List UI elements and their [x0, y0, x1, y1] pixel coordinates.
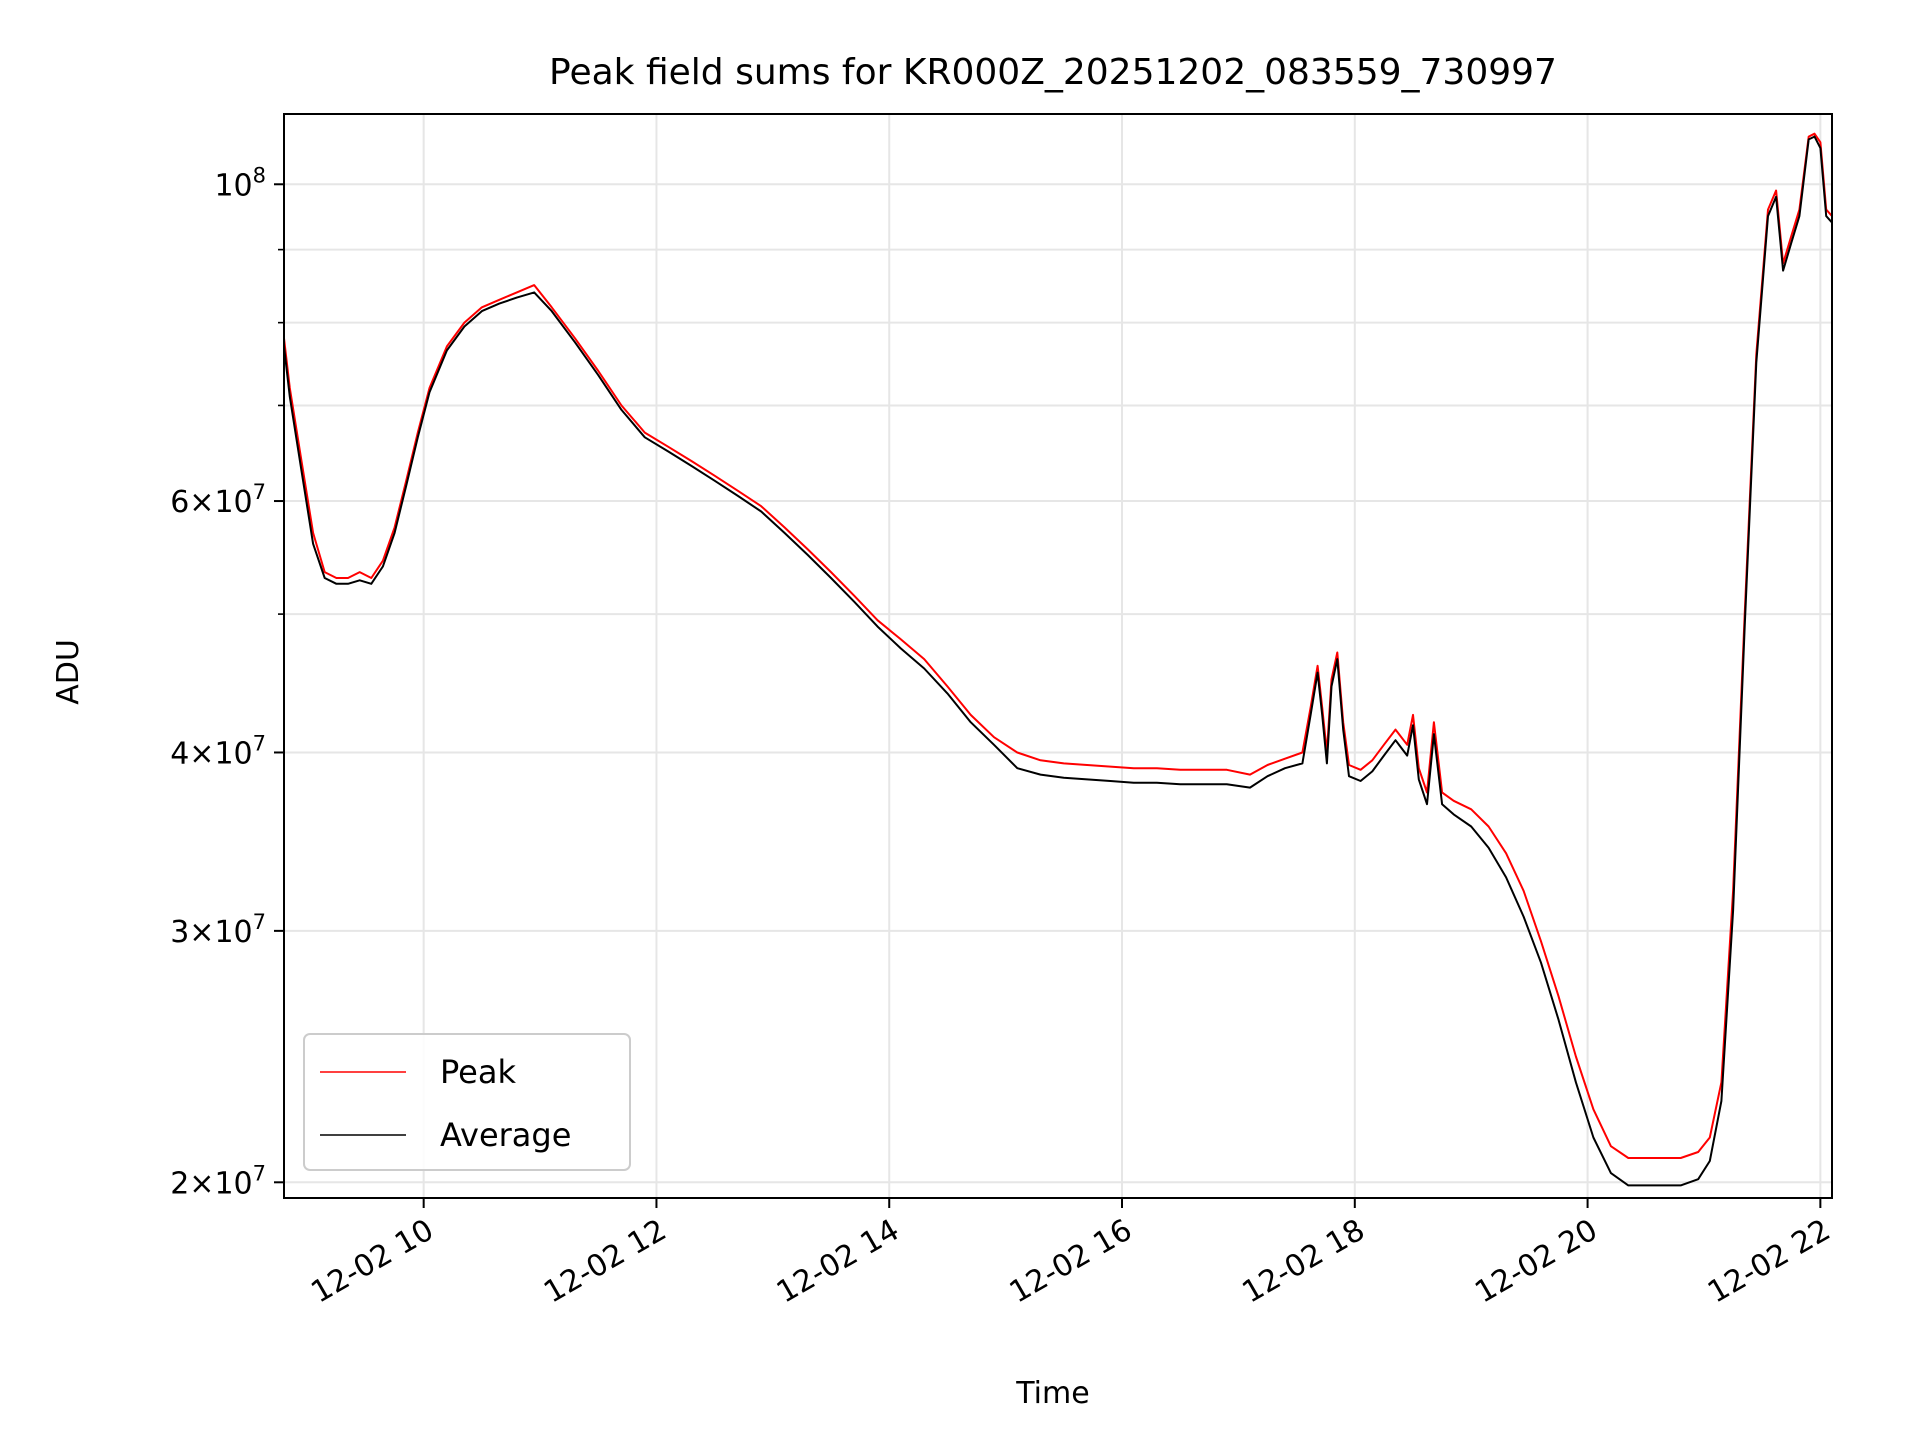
y-tick-label: 6×107 [170, 480, 266, 520]
series-layer [283, 132, 1833, 1187]
series-line-average [283, 135, 1833, 1187]
plot-frame [283, 113, 1833, 1199]
y-axis: 2×107 3×107 4×107 6×107 108 [170, 163, 284, 1201]
series-line-peak [283, 132, 1833, 1159]
chart-title: Peak field sums for KR000Z_20251202_0835… [549, 52, 1557, 93]
x-axis-label: Time [1015, 1376, 1089, 1411]
y-tick-label: 108 [214, 163, 266, 203]
legend-peak-label: Peak [440, 1053, 516, 1091]
y-tick-label: 3×107 [170, 910, 266, 950]
y-tick-label: 4×107 [170, 731, 266, 771]
legend-average-label: Average [440, 1116, 571, 1154]
legend-box [303, 1033, 631, 1171]
y-tick-label: 2×107 [170, 1161, 266, 1201]
legend: Peak Average [303, 1033, 631, 1171]
grid [284, 114, 1832, 1198]
y-axis-label: ADU [51, 639, 86, 705]
